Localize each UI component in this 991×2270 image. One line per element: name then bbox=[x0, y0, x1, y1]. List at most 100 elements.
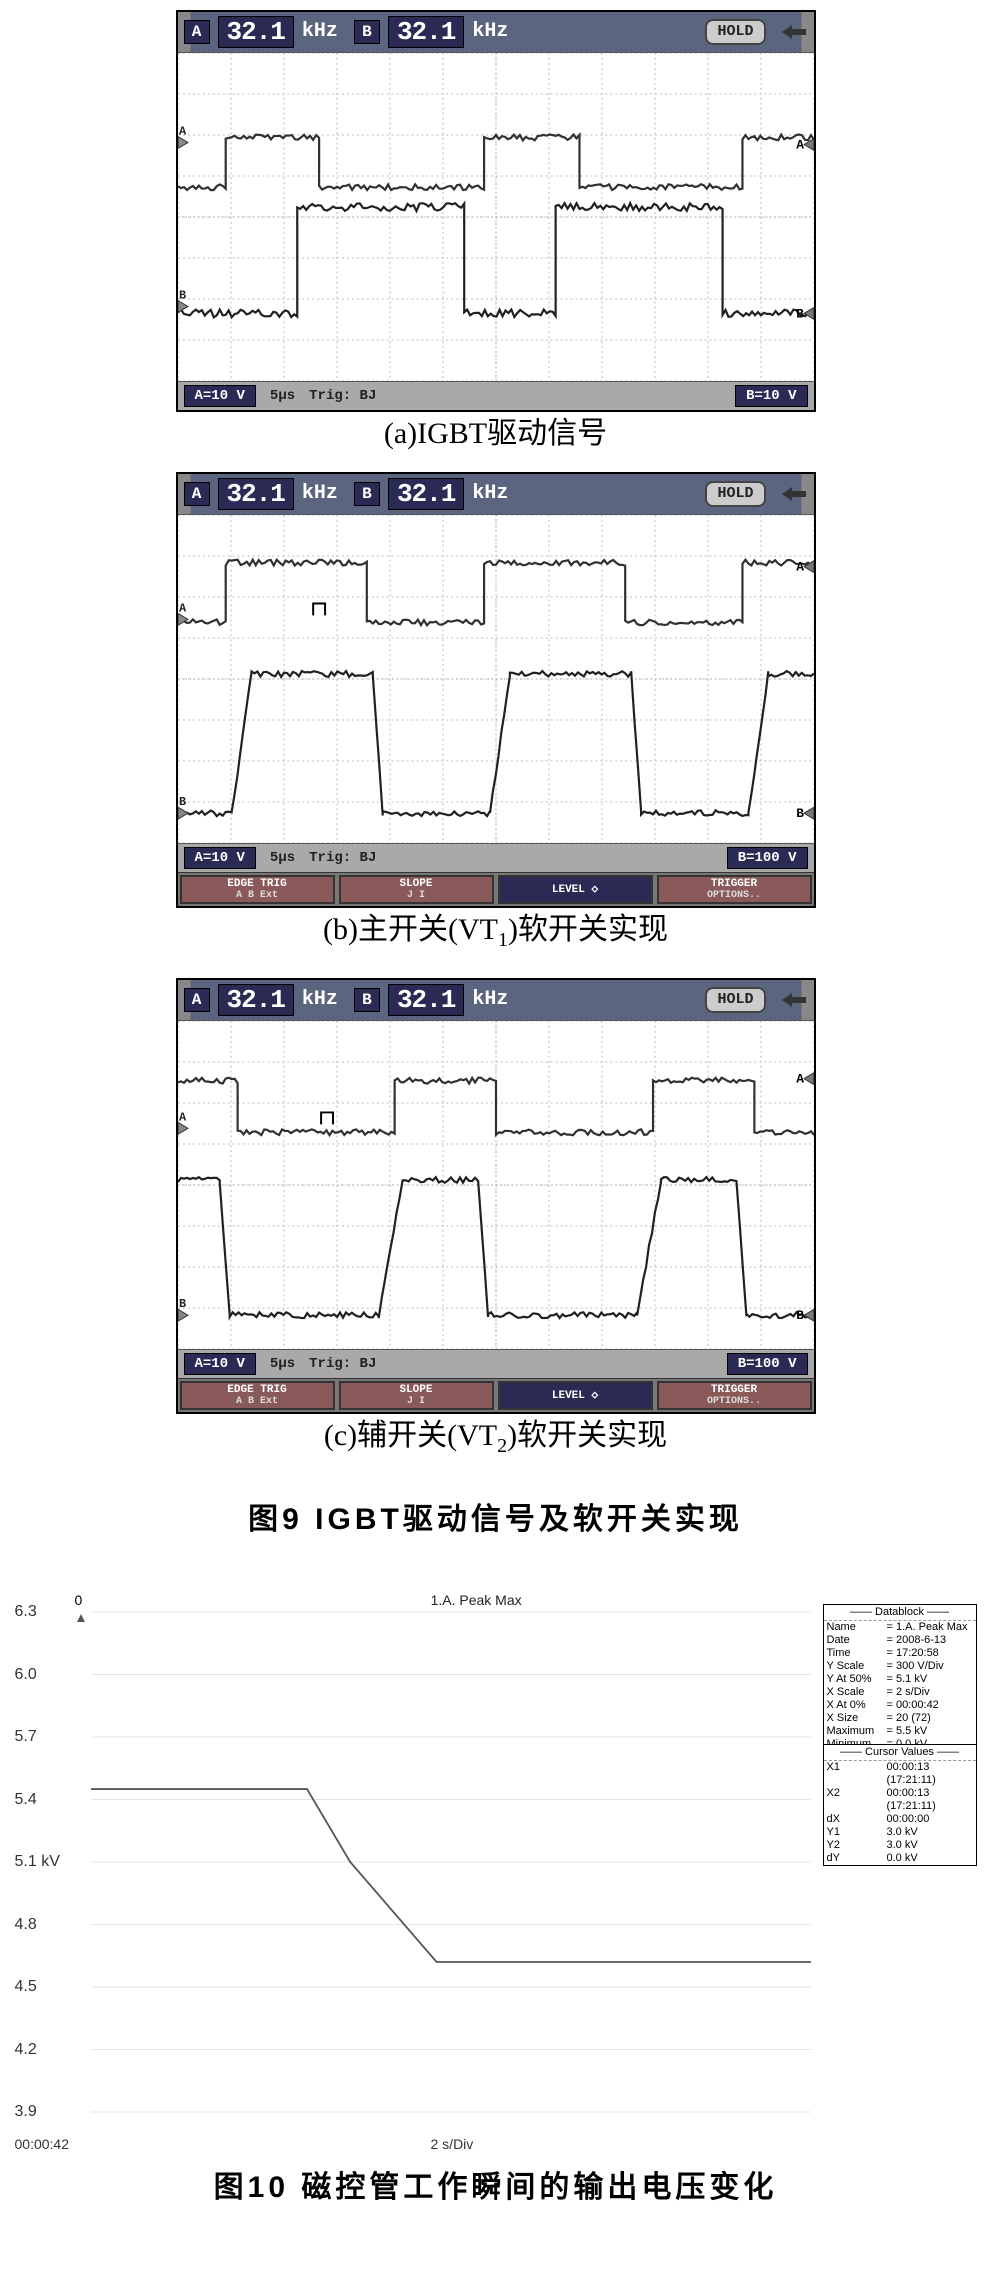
info-val: = 2008-6-13 bbox=[887, 1634, 973, 1647]
info-key: X1 bbox=[827, 1761, 887, 1787]
softkey-sub: OPTIONS.. bbox=[707, 890, 761, 902]
info-row: dX00:00:00 bbox=[824, 1813, 976, 1826]
scope-footer: A=10 V5µsTrig: BJB=10 V bbox=[178, 382, 814, 410]
svg-text:A: A bbox=[178, 125, 186, 139]
svg-text:B: B bbox=[796, 806, 804, 821]
info-row: Y Scale= 300 V/Div bbox=[824, 1660, 976, 1673]
info-row: Y At 50%= 5.1 kV bbox=[824, 1673, 976, 1686]
softkey-1[interactable]: SLOPEJ I bbox=[339, 1381, 494, 1410]
oscilloscope: A32.1kHzB32.1kHzHOLDABABA=10 V5µsTrig: B… bbox=[176, 978, 816, 1414]
scope-header: A32.1kHzB32.1kHzHOLD bbox=[178, 980, 814, 1020]
b-scale: B=100 V bbox=[727, 847, 808, 869]
softkey-title: EDGE TRIG bbox=[227, 1384, 286, 1396]
softkey-title: TRIGGER bbox=[711, 1384, 757, 1396]
softkey-title: LEVEL ◇ bbox=[552, 884, 598, 896]
oscilloscope: A32.1kHzB32.1kHzHOLDABABA=10 V5µsTrig: B… bbox=[176, 472, 816, 908]
svg-text:B: B bbox=[178, 1297, 185, 1311]
info-val: 3.0 kV bbox=[887, 1839, 973, 1852]
scope-softkeys: EDGE TRIGA B ExtSLOPEJ ILEVEL ◇TRIGGEROP… bbox=[178, 1378, 814, 1412]
oscilloscope: A32.1kHzB32.1kHzHOLDABABA=10 V5µsTrig: B… bbox=[176, 10, 816, 412]
channel-b-value: 32.1 bbox=[388, 984, 464, 1016]
softkey-sub: J I bbox=[407, 890, 425, 902]
scope-header: A 32.1 kHz B 32.1 kHz HOLD bbox=[178, 12, 814, 52]
scope-screen: ABAB bbox=[178, 52, 814, 382]
info-val: 0.0 kV bbox=[887, 1852, 973, 1865]
channel-a-label: A bbox=[184, 482, 210, 506]
softkey-2[interactable]: LEVEL ◇ bbox=[498, 1381, 653, 1410]
info-row: Time= 17:20:58 bbox=[824, 1647, 976, 1660]
channel-b-label: B bbox=[354, 20, 380, 44]
channel-a-label: A bbox=[184, 20, 210, 44]
sub-caption: (b)主开关(VT1)软开关实现 bbox=[323, 910, 668, 960]
channel-a-value: 32.1 bbox=[218, 984, 294, 1016]
a-scale: A=10 V bbox=[184, 1353, 256, 1375]
info-key: Name bbox=[827, 1621, 887, 1634]
info-key: dX bbox=[827, 1813, 887, 1826]
info-val: = 17:20:58 bbox=[887, 1647, 973, 1660]
svg-text:B: B bbox=[178, 289, 185, 303]
softkey-title: EDGE TRIG bbox=[227, 878, 286, 890]
channel-b-unit: kHz bbox=[472, 17, 508, 47]
trig-label: Trig: BJ bbox=[309, 1355, 376, 1373]
figure10: 6.36.05.75.45.1 kV4.84.54.23.91.A. Peak … bbox=[11, 1592, 981, 2152]
svg-text:B: B bbox=[178, 795, 185, 809]
softkey-0[interactable]: EDGE TRIGA B Ext bbox=[180, 875, 335, 904]
cursor-box: —— Cursor Values ——X100:00:13 (17:21:11)… bbox=[823, 1744, 977, 1866]
time-scale: 5µs bbox=[270, 849, 295, 867]
channel-a-unit: kHz bbox=[302, 17, 338, 47]
back-icon bbox=[780, 23, 808, 41]
info-row: Maximum= 5.5 kV bbox=[824, 1725, 976, 1738]
hold-badge: HOLD bbox=[705, 19, 765, 45]
info-val: 00:00:13 (17:21:11) bbox=[887, 1787, 973, 1813]
channel-a-value: 32.1 bbox=[218, 16, 294, 48]
softkey-3[interactable]: TRIGGEROPTIONS.. bbox=[657, 1381, 812, 1410]
time-scale: 5µs bbox=[270, 1355, 295, 1373]
softkey-sub: A B Ext bbox=[236, 890, 278, 902]
channel-a-unit: kHz bbox=[302, 985, 338, 1015]
info-row: Name= 1.A. Peak Max bbox=[824, 1621, 976, 1634]
time-scale: 5µs bbox=[270, 387, 295, 405]
info-val: = 20 (72) bbox=[887, 1712, 973, 1725]
a-scale: A=10 V bbox=[184, 847, 256, 869]
scope-header: A32.1kHzB32.1kHzHOLD bbox=[178, 474, 814, 514]
softkey-title: TRIGGER bbox=[711, 878, 757, 890]
info-val: = 300 V/Div bbox=[887, 1660, 973, 1673]
scope-footer: A=10 V5µsTrig: BJB=100 V bbox=[178, 1350, 814, 1378]
info-key: Y1 bbox=[827, 1826, 887, 1839]
svg-text:A: A bbox=[796, 1072, 804, 1087]
datablock-box: —— Datablock ——Name= 1.A. Peak MaxDate= … bbox=[823, 1604, 977, 1752]
info-key: X Scale bbox=[827, 1686, 887, 1699]
back-icon bbox=[780, 991, 808, 1009]
scope-softkeys: EDGE TRIGA B ExtSLOPEJ ILEVEL ◇TRIGGEROP… bbox=[178, 872, 814, 906]
info-row: X100:00:13 (17:21:11) bbox=[824, 1761, 976, 1787]
cursor-box-title: —— Cursor Values —— bbox=[824, 1745, 976, 1761]
info-row: dY 0.0 kV bbox=[824, 1852, 976, 1865]
info-row: Date= 2008-6-13 bbox=[824, 1634, 976, 1647]
info-key: Y2 bbox=[827, 1839, 887, 1852]
softkey-0[interactable]: EDGE TRIGA B Ext bbox=[180, 1381, 335, 1410]
info-val: = 2 s/Div bbox=[887, 1686, 973, 1699]
oscilloscope-panel-b: A32.1kHzB32.1kHzHOLDABABA=10 V5µsTrig: B… bbox=[166, 472, 826, 978]
channel-b-value: 32.1 bbox=[388, 478, 464, 510]
info-key: X Size bbox=[827, 1712, 887, 1725]
info-row: Y2 3.0 kV bbox=[824, 1839, 976, 1852]
scope-screen: ABAB bbox=[178, 514, 814, 844]
softkey-3[interactable]: TRIGGEROPTIONS.. bbox=[657, 875, 812, 904]
softkey-1[interactable]: SLOPEJ I bbox=[339, 875, 494, 904]
scope-footer: A=10 V 5µs Trig: BJ B=100 V bbox=[178, 844, 814, 872]
info-key: dY bbox=[827, 1852, 887, 1865]
info-val: = 5.1 kV bbox=[887, 1673, 973, 1686]
info-key: Maximum bbox=[827, 1725, 887, 1738]
softkey-2[interactable]: LEVEL ◇ bbox=[498, 875, 653, 904]
softkey-title: SLOPE bbox=[399, 878, 432, 890]
info-val: = 1.A. Peak Max bbox=[887, 1621, 973, 1634]
trig-label: Trig: BJ bbox=[309, 849, 376, 867]
info-key: Date bbox=[827, 1634, 887, 1647]
info-val: 3.0 kV bbox=[887, 1826, 973, 1839]
info-row: X Scale= 2 s/Div bbox=[824, 1686, 976, 1699]
sub-caption: (a)IGBT驱动信号 bbox=[384, 414, 607, 454]
channel-b-label: B bbox=[354, 482, 380, 506]
svg-text:A: A bbox=[796, 560, 804, 575]
svg-text:B: B bbox=[796, 306, 804, 321]
channel-b-value: 32.1 bbox=[388, 16, 464, 48]
